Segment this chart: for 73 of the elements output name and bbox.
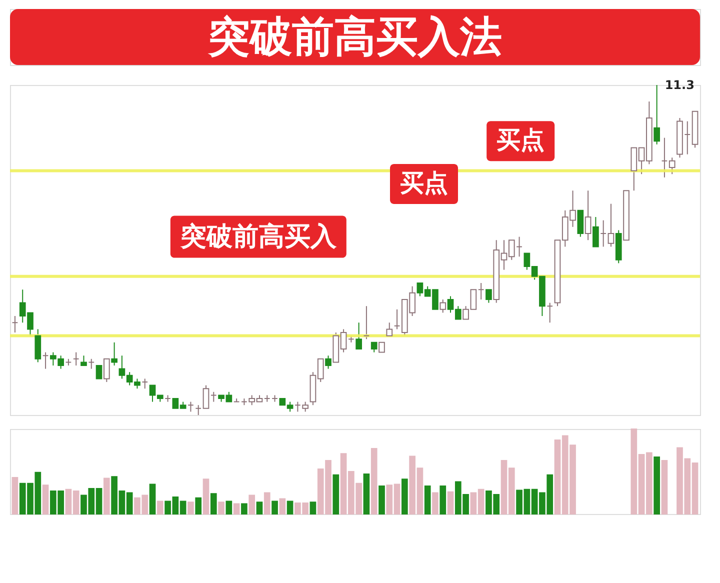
bar — [654, 456, 660, 514]
candlestick — [12, 316, 18, 333]
bar — [310, 502, 316, 514]
bar — [440, 485, 446, 514]
bar — [424, 485, 431, 514]
candlestick — [592, 216, 599, 248]
candlestick — [88, 358, 95, 370]
candlestick — [111, 342, 118, 366]
bar — [279, 498, 286, 514]
candlestick — [80, 355, 87, 366]
bar — [272, 500, 278, 514]
candlestick — [370, 342, 378, 353]
candlestick — [546, 302, 554, 324]
candlestick — [34, 328, 42, 363]
candlestick — [103, 358, 110, 382]
bar — [264, 492, 270, 514]
bar — [12, 476, 18, 514]
chart-title: 突破前高买入法 — [207, 12, 502, 61]
candlestick — [264, 394, 270, 402]
bar — [378, 485, 385, 514]
candlestick — [233, 398, 240, 402]
candlestick — [608, 203, 614, 248]
bar — [332, 474, 340, 514]
candlestick — [72, 352, 80, 366]
bar — [42, 484, 49, 514]
bar — [156, 500, 164, 514]
candlestick — [325, 355, 332, 370]
bar — [149, 484, 156, 514]
candlestick — [584, 190, 592, 241]
bar — [432, 492, 438, 514]
candlestick — [577, 210, 584, 238]
candlestick — [42, 352, 49, 370]
annotation: 突破前高买入 — [179, 222, 338, 252]
candlestick — [272, 394, 278, 402]
bar — [188, 502, 194, 514]
candlestick — [202, 384, 210, 409]
candlestick — [188, 401, 194, 412]
annotation: 买点 — [496, 126, 545, 154]
bar — [286, 500, 294, 514]
candlestick — [210, 391, 217, 402]
bar — [103, 478, 110, 514]
bar — [226, 500, 232, 514]
bar — [195, 497, 202, 514]
candlestick — [600, 220, 607, 248]
candlestick — [478, 282, 484, 300]
candlestick — [440, 299, 446, 314]
annotation: 11.3 — [664, 78, 694, 92]
candlestick — [363, 306, 370, 340]
bar — [241, 503, 248, 514]
candlestick — [654, 84, 660, 145]
bar — [202, 478, 210, 514]
candlestick — [394, 308, 400, 330]
candlestick — [356, 322, 362, 350]
candlestick — [486, 289, 492, 304]
bar — [233, 503, 240, 514]
annotation: 买点 — [400, 169, 448, 197]
candlestick — [96, 365, 102, 380]
candlestick — [378, 342, 385, 353]
bar — [256, 502, 263, 514]
candlestick — [386, 322, 393, 336]
bar — [661, 460, 668, 514]
candlestick — [195, 404, 202, 416]
bar — [363, 474, 370, 514]
bar — [370, 448, 378, 514]
bar — [210, 493, 217, 514]
candlestick — [142, 378, 148, 390]
candlestick — [668, 157, 676, 175]
bar — [248, 494, 256, 514]
candlestick — [661, 137, 668, 178]
candlestick — [164, 394, 171, 402]
bar — [447, 491, 454, 514]
bar — [401, 478, 408, 514]
bar — [218, 502, 224, 514]
